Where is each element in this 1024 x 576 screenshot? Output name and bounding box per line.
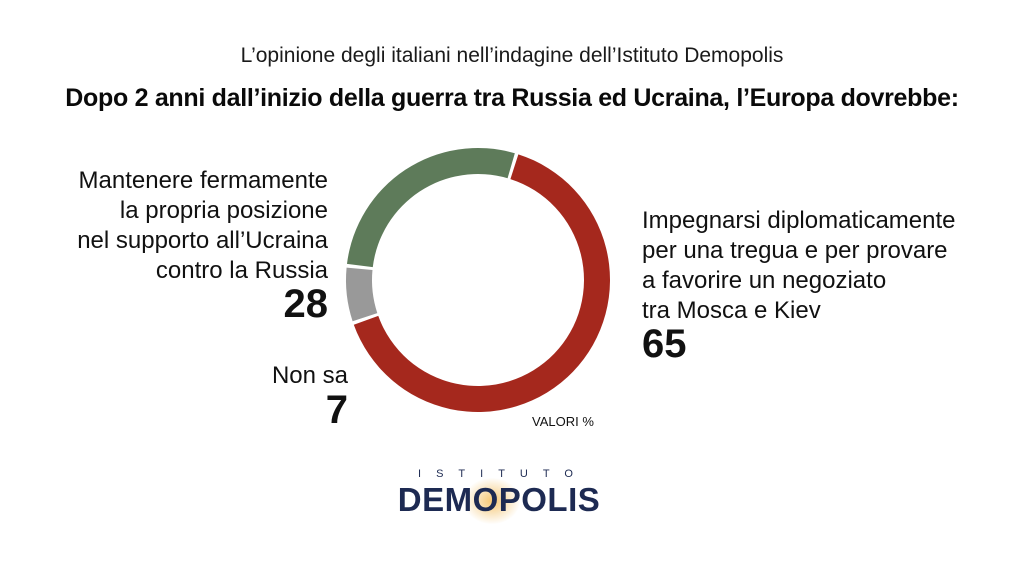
value-impegnarsi: 65: [642, 322, 687, 366]
unit-label: VALORI %: [532, 414, 594, 429]
label-impegnarsi-line: Impegnarsi diplomaticamente: [642, 207, 956, 234]
label-mantenere-line: nel supporto all’Ucraina: [77, 227, 328, 254]
label-mantenere-line: Mantenere fermamente: [78, 167, 328, 194]
label-impegnarsi: Impegnarsi diplomaticamente per una treg…: [642, 206, 956, 326]
label-mantenere-line: la propria posizione: [119, 197, 328, 224]
slice-non-sa: [346, 267, 378, 322]
label-impegnarsi-line: a favorire un negoziato: [642, 267, 887, 294]
logo-top-text: ISTITUTO: [418, 468, 588, 480]
slice-mantenere: [346, 147, 515, 268]
label-non-sa: Non sa: [271, 362, 348, 389]
chart-title: Dopo 2 anni dall’inizio della guerra tra…: [65, 84, 959, 112]
value-non-sa: 7: [325, 388, 348, 432]
label-impegnarsi-line: per una tregua e per provare: [642, 237, 948, 264]
donut-chart: [346, 147, 610, 412]
logo-glow: [464, 478, 520, 524]
logo-main-text: DEMOPOLIS: [397, 481, 601, 518]
label-mantenere-line: contro la Russia: [155, 257, 328, 284]
value-mantenere: 28: [283, 282, 329, 326]
chart-subtitle: L’opinione degli italiani nell’indagine …: [240, 44, 784, 67]
label-impegnarsi-line: tra Mosca e Kiev: [642, 297, 821, 324]
demopolis-logo: ISTITUTO DEMOPOLIS: [368, 468, 630, 524]
label-mantenere: Mantenere fermamente la propria posizion…: [77, 166, 328, 286]
